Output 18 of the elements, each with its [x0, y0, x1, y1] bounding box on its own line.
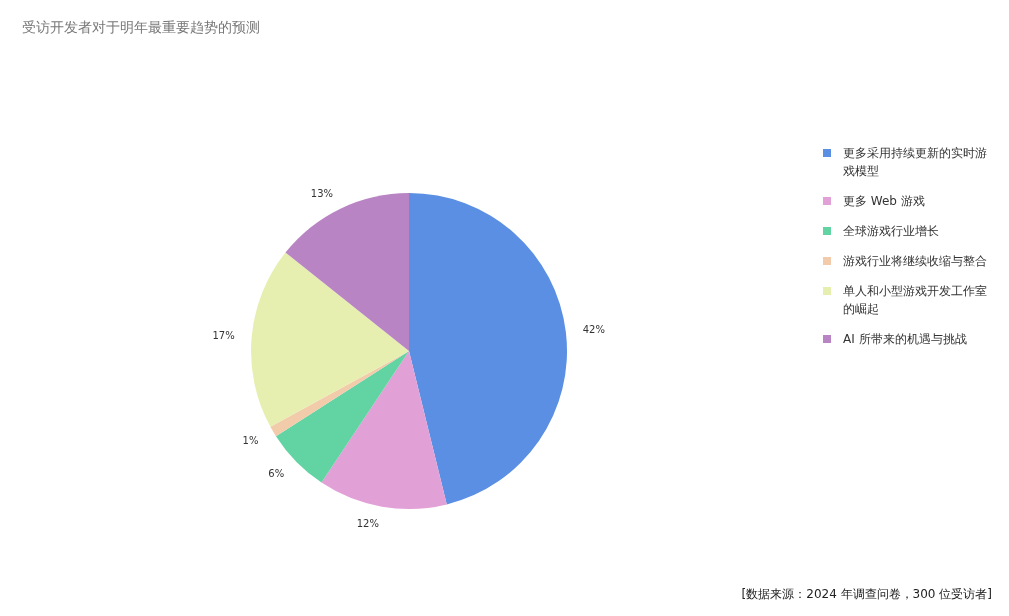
text: [数据来源：2024 年调查问卷，300 位受访者] [741, 587, 992, 601]
legend-label: 更多采用持续更新的实时游戏模型 [843, 146, 987, 179]
legend-label: 全球游戏行业增长 [843, 224, 939, 239]
data-label: 1% [242, 434, 259, 446]
chart-title: 受访开发者对于明年最重要趋势的预测 [22, 19, 260, 35]
legend-label: 更多 Web 游戏 [843, 194, 925, 209]
data-label: 12% [356, 517, 379, 529]
pie-slice [409, 193, 567, 505]
data-label: 42% [582, 324, 605, 336]
legend-label: AI 所带来的机遇与挑战 [843, 332, 967, 347]
pie-slice [321, 351, 447, 509]
data-label: 17% [212, 330, 235, 342]
pie-slice [251, 252, 409, 427]
legend-label: 游戏行业将继续收缩与整合 [843, 254, 987, 269]
data-label: 6% [268, 468, 285, 480]
pie-slice [270, 351, 409, 437]
data-label: 13% [310, 187, 334, 199]
legend-label: 单人和小型游戏开发工作室的崛起 [843, 284, 987, 317]
